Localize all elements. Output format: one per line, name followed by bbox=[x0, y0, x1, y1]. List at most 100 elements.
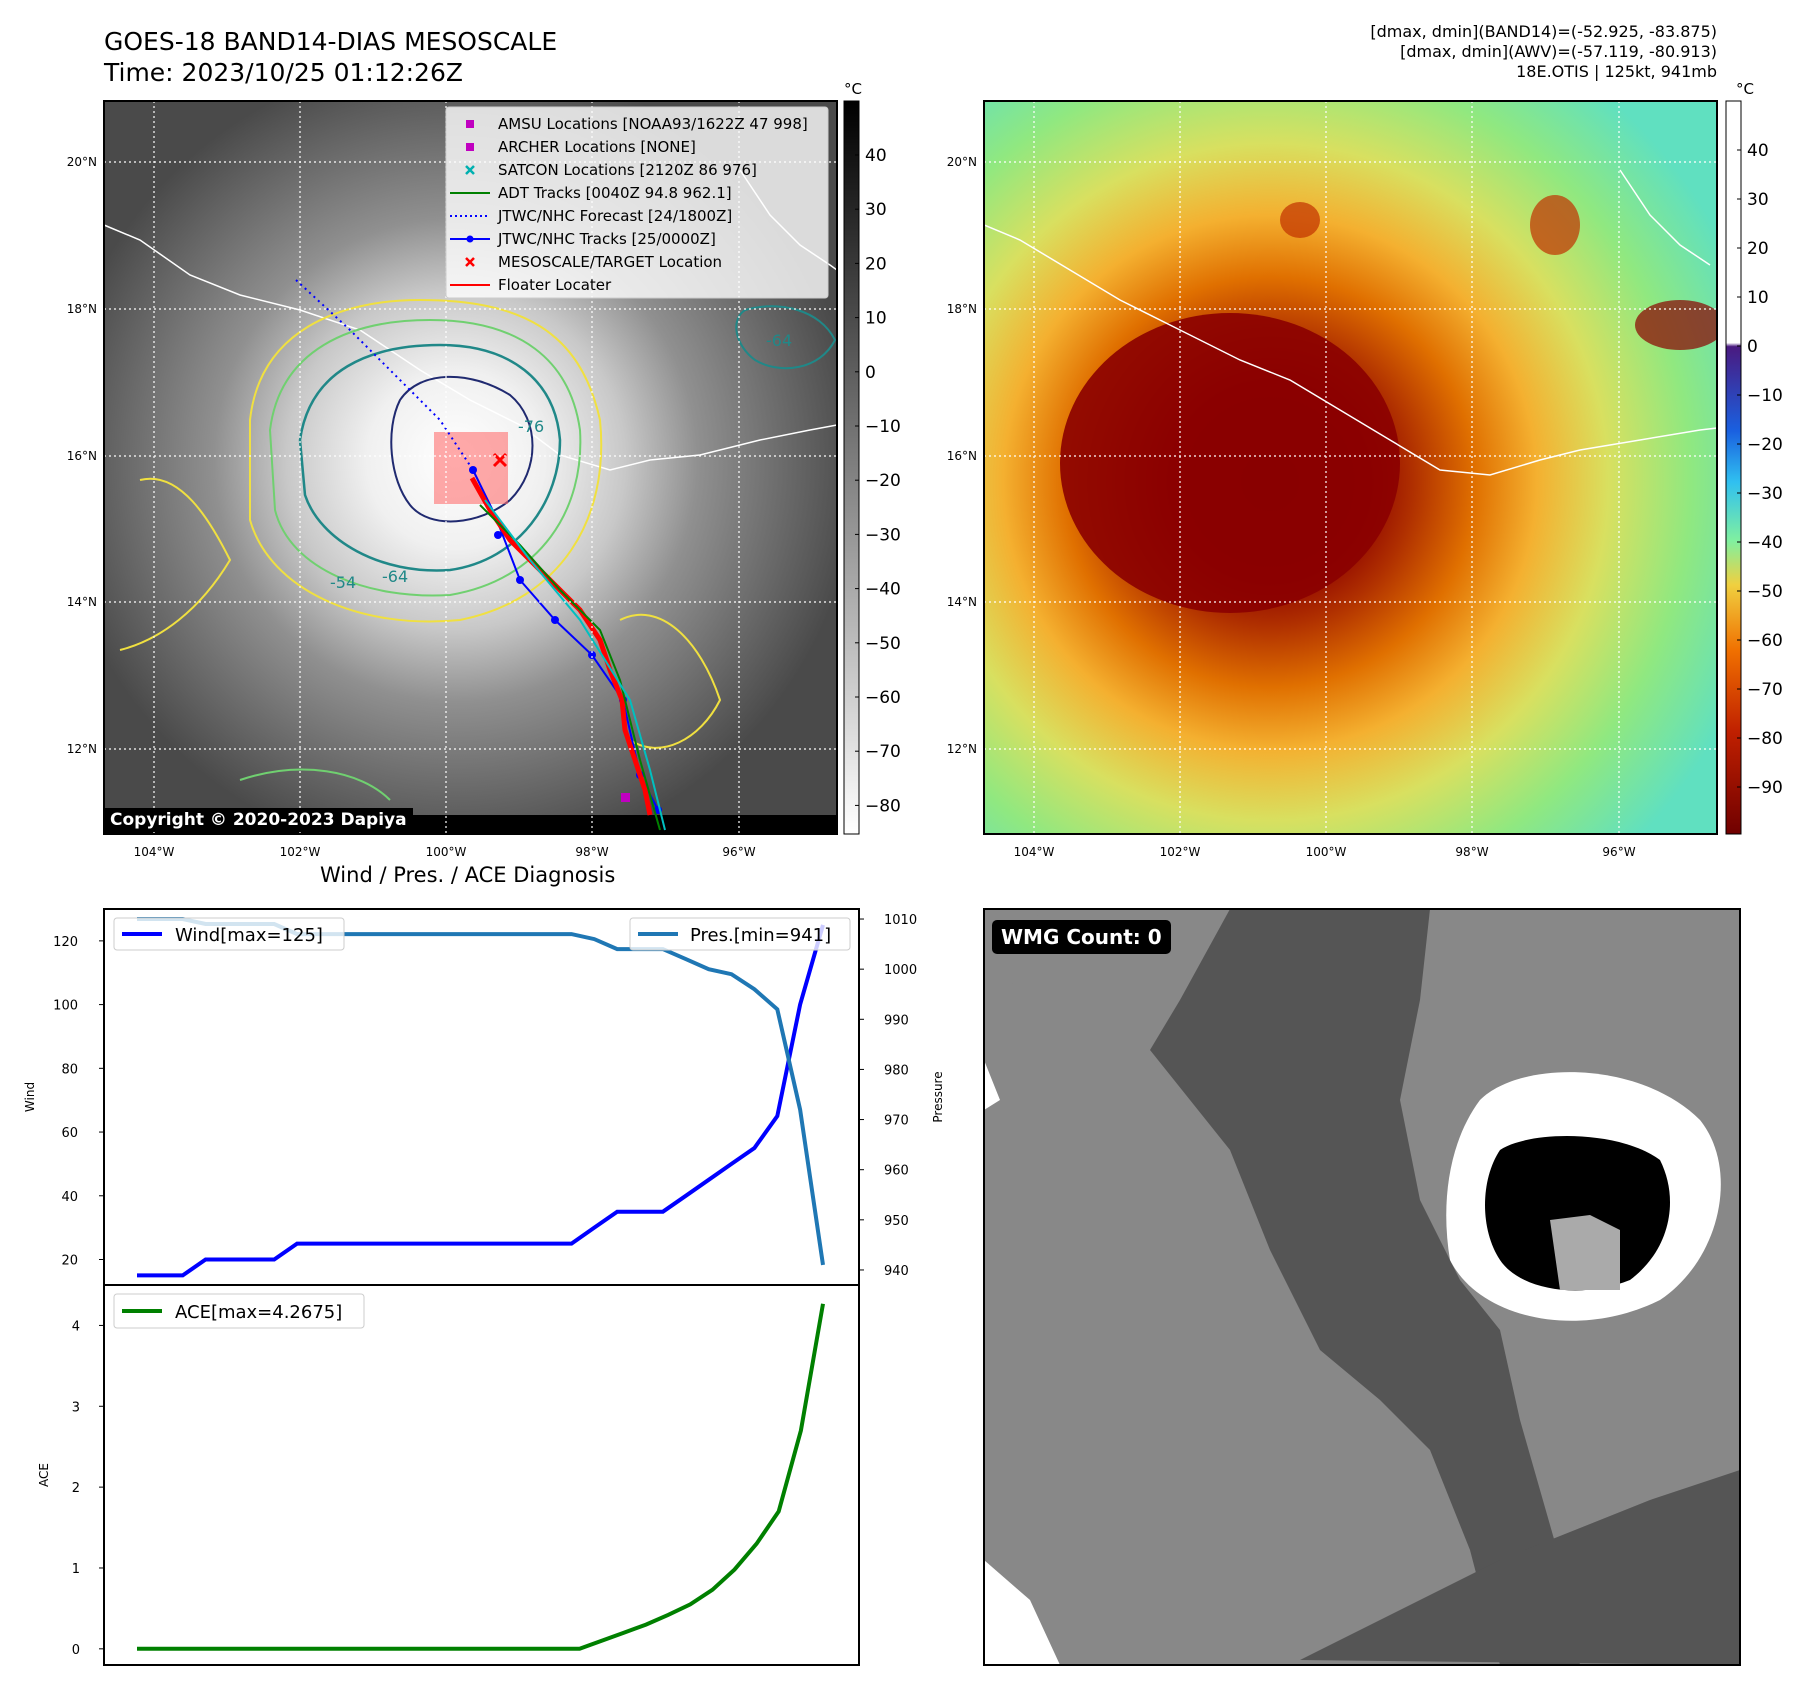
wind-tick-label: 100 bbox=[53, 999, 78, 1014]
colorbar-unit: °C bbox=[844, 80, 862, 98]
wind-legend: Wind[max=125] bbox=[113, 917, 345, 951]
wv-lon-labels: 104°W 102°W 100°W 98°W 96°W bbox=[1014, 845, 1636, 859]
wind-tick-label: 20 bbox=[61, 1254, 78, 1269]
wv-colorbar: °C 40 30 20 10 0 −10 −20 −30 −40 −50 −60 −70 −80 −90 bbox=[1725, 80, 1783, 835]
lon-label: 98°W bbox=[1455, 845, 1488, 859]
stats-block: [dmax, dmin](BAND14)=(-52.925, -83.875) … bbox=[1370, 22, 1717, 82]
ace-legend: ACE[max=4.2675] bbox=[113, 1293, 365, 1329]
pressure-legend: Pres.[min=941] bbox=[629, 917, 851, 951]
contour-label: -64 bbox=[382, 567, 408, 586]
legend-label: AMSU Locations [NOAA93/1622Z 47 998] bbox=[498, 115, 808, 133]
colorbar-tick-label: −30 bbox=[1747, 484, 1783, 504]
lat-label: 14°N bbox=[947, 595, 977, 609]
lon-label: 102°W bbox=[280, 845, 321, 859]
legend-label: Floater Locater bbox=[498, 276, 612, 294]
colorbar-tick-label: 30 bbox=[1747, 190, 1769, 210]
ace-tick-label: 0 bbox=[72, 1643, 80, 1658]
lat-label: 20°N bbox=[947, 155, 977, 169]
pressure-legend-label: Pres.[min=941] bbox=[690, 925, 831, 946]
lat-label: 18°N bbox=[67, 302, 97, 316]
colorbar-tick-label: 40 bbox=[1747, 141, 1769, 161]
stats-band14: [dmax, dmin](BAND14)=(-52.925, -83.875) bbox=[1370, 22, 1717, 41]
wind-legend-label: Wind[max=125] bbox=[175, 925, 323, 946]
wmg-count-badge: WMG Count: 0 bbox=[992, 920, 1171, 954]
colorbar-tick-label: −60 bbox=[865, 688, 901, 708]
wind-axis-label: Wind bbox=[23, 1082, 37, 1112]
legend-item: Floater Locater bbox=[450, 276, 612, 294]
title-line1: GOES-18 BAND14-DIAS MESOSCALE bbox=[104, 27, 558, 56]
colorbar-tick-label: 20 bbox=[1747, 239, 1769, 259]
wv-lat-labels: 20°N 18°N 16°N 14°N 12°N bbox=[947, 155, 977, 756]
legend-item: ARCHER Locations [NONE] bbox=[466, 138, 696, 156]
ir-lon-labels: 104°W 102°W 100°W 98°W 96°W bbox=[134, 845, 756, 859]
colorbar-tick-label: 10 bbox=[865, 309, 887, 329]
storm-info: 18E.OTIS | 125kt, 941mb bbox=[1516, 62, 1717, 81]
lon-label: 104°W bbox=[1014, 845, 1055, 859]
pressure-axis-label: Pressure bbox=[931, 1071, 945, 1122]
legend-marker bbox=[465, 257, 475, 267]
lon-label: 100°W bbox=[1306, 845, 1347, 859]
ir-lat-labels: 20°N 18°N 16°N 14°N 12°N bbox=[67, 155, 97, 756]
copyright-badge: Copyright © 2020-2023 Dapiya bbox=[104, 808, 413, 832]
wind-tick-label: 60 bbox=[61, 1126, 78, 1141]
colorbar-tick-label: −30 bbox=[865, 525, 901, 545]
legend-item: ADT Tracks [0040Z 94.8 962.1] bbox=[450, 184, 732, 202]
legend-marker bbox=[466, 235, 474, 243]
colorbar-tick-label: −40 bbox=[865, 580, 901, 600]
ace-tick-label: 2 bbox=[72, 1481, 80, 1496]
lat-label: 16°N bbox=[67, 449, 97, 463]
pressure-tick-label: 1010 bbox=[884, 913, 917, 928]
lon-label: 98°W bbox=[575, 845, 608, 859]
legend-marker bbox=[465, 165, 475, 175]
lon-label: 96°W bbox=[722, 845, 755, 859]
ace-tick-label: 4 bbox=[72, 1319, 80, 1334]
ir-colorbar: °C 40 30 20 10 0 −10 −20 −30 −40 −50 −60 −70 −80 bbox=[843, 80, 901, 835]
colorbar-tick-label: −40 bbox=[1747, 533, 1783, 553]
legend-item: AMSU Locations [NOAA93/1622Z 47 998] bbox=[466, 115, 808, 133]
ace-tick-label: 3 bbox=[72, 1400, 80, 1415]
lon-label: 100°W bbox=[426, 845, 467, 859]
colorbar-tick-label: −60 bbox=[1747, 631, 1783, 651]
lon-label: 102°W bbox=[1160, 845, 1201, 859]
contour-label: -54 bbox=[330, 573, 356, 592]
colorbar-tick-label: −80 bbox=[1747, 729, 1783, 749]
colorbar-tick-label: −50 bbox=[1747, 582, 1783, 602]
wind-series-line bbox=[137, 924, 825, 1278]
pressure-tick-label: 970 bbox=[884, 1114, 909, 1129]
colorbar-tick-label: 0 bbox=[1747, 337, 1758, 357]
pressure-tick-label: 950 bbox=[884, 1214, 909, 1229]
legend-label: ARCHER Locations [NONE] bbox=[498, 138, 696, 156]
legend-label: JTWC/NHC Tracks [25/0000Z] bbox=[497, 230, 716, 248]
pressure-tick-label: 1000 bbox=[884, 963, 917, 978]
ace-legend-label: ACE[max=4.2675] bbox=[175, 1302, 342, 1323]
colorbar-unit: °C bbox=[1736, 80, 1754, 98]
wind-tick-label: 80 bbox=[61, 1062, 78, 1077]
ace-tick-label: 1 bbox=[72, 1562, 80, 1577]
legend-item: MESOSCALE/TARGET Location bbox=[465, 253, 722, 271]
lon-label: 104°W bbox=[134, 845, 175, 859]
map-legend: AMSU Locations [NOAA93/1622Z 47 998] ARCH… bbox=[445, 106, 829, 299]
colorbar-tick-label: −20 bbox=[865, 471, 901, 491]
legend-marker bbox=[466, 143, 474, 151]
pressure-tick-label: 940 bbox=[884, 1264, 909, 1279]
ace-chart: 0 1 2 3 4 ACE ACE[max=4.2675] bbox=[37, 1284, 860, 1666]
colorbar-tick-label: 10 bbox=[1747, 288, 1769, 308]
pressure-tick-label: 960 bbox=[884, 1164, 909, 1179]
stats-awv: [dmax, dmin](AWV)=(-57.119, -80.913) bbox=[1400, 42, 1717, 61]
pressure-tick-label: 980 bbox=[884, 1063, 909, 1078]
wv-map-panel bbox=[984, 101, 1717, 834]
lat-label: 12°N bbox=[947, 742, 977, 756]
contour-label: -76 bbox=[518, 417, 544, 436]
colorbar-tick-label: −10 bbox=[1747, 386, 1783, 406]
colorbar-tick-label: 40 bbox=[865, 146, 887, 166]
legend-marker bbox=[466, 120, 474, 128]
lat-label: 12°N bbox=[67, 742, 97, 756]
legend-label: SATCON Locations [2120Z 86 976] bbox=[498, 161, 757, 179]
figure-title: GOES-18 BAND14-DIAS MESOSCALE Time: 2023… bbox=[104, 26, 557, 88]
pressure-tick-label: 990 bbox=[884, 1013, 909, 1028]
wmg-panel bbox=[984, 909, 1740, 1665]
diagnosis-title: Wind / Pres. / ACE Diagnosis bbox=[320, 863, 616, 887]
colorbar-tick-label: −70 bbox=[1747, 680, 1783, 700]
legend-item: JTWC/NHC Forecast [24/1800Z] bbox=[450, 207, 732, 225]
